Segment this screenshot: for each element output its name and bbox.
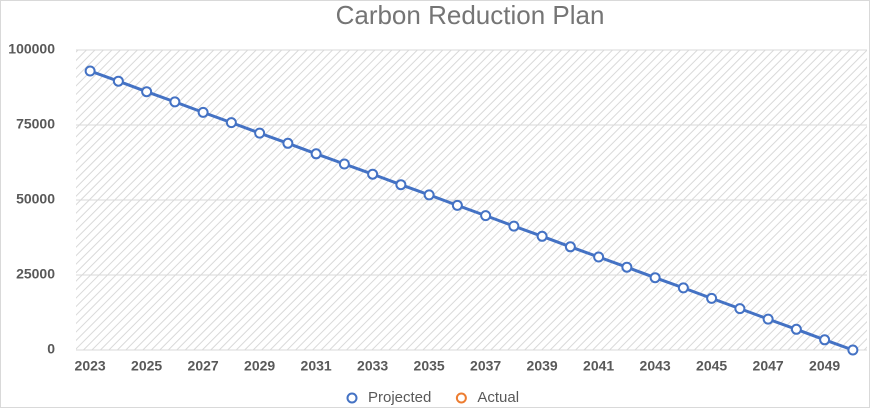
data-point	[762, 313, 774, 325]
data-point	[734, 303, 746, 315]
x-tick-label: 2041	[583, 358, 614, 374]
data-point	[451, 199, 463, 211]
x-tick-label: 2023	[75, 358, 106, 374]
data-point	[310, 148, 322, 160]
data-point	[621, 261, 633, 273]
data-point	[677, 282, 689, 294]
data-point	[847, 344, 859, 356]
data-point	[819, 334, 831, 346]
x-tick-label: 2025	[131, 358, 162, 374]
x-tick-label: 2027	[188, 358, 219, 374]
x-tick-label: 2029	[244, 358, 275, 374]
data-point	[84, 65, 96, 77]
x-tick-label: 2037	[470, 358, 501, 374]
data-point	[706, 292, 718, 304]
data-point	[197, 106, 209, 118]
x-tick-label: 2045	[696, 358, 727, 374]
data-point	[282, 137, 294, 149]
data-point	[423, 189, 435, 201]
x-tick-label: 2033	[357, 358, 388, 374]
legend-marker	[455, 392, 467, 404]
y-tick-label: 50000	[16, 191, 55, 207]
data-point	[649, 272, 661, 284]
x-tick-label: 2031	[301, 358, 332, 374]
y-tick-label: 25000	[16, 266, 55, 282]
y-tick-label: 0	[47, 341, 55, 357]
data-point	[367, 168, 379, 180]
y-tick-label: 100000	[8, 41, 55, 57]
data-point	[112, 75, 124, 87]
chart-title: Carbon Reduction Plan	[336, 0, 605, 30]
data-point	[480, 210, 492, 222]
data-point	[790, 323, 802, 335]
x-tick-label: 2049	[809, 358, 840, 374]
data-point	[508, 220, 520, 232]
legend-marker	[346, 392, 358, 404]
data-point	[564, 241, 576, 253]
legend-label: Projected	[368, 389, 431, 406]
x-tick-label: 2039	[527, 358, 558, 374]
data-point	[593, 251, 605, 263]
x-tick-label: 2047	[753, 358, 784, 374]
x-tick-label: 2035	[414, 358, 445, 374]
series-line	[89, 69, 854, 352]
data-point	[338, 158, 350, 170]
data-point	[225, 117, 237, 129]
y-tick-label: 75000	[16, 116, 55, 132]
data-point	[141, 86, 153, 98]
data-point	[169, 96, 181, 108]
legend-label: Actual	[477, 389, 519, 406]
data-point	[395, 179, 407, 191]
x-tick-label: 2043	[640, 358, 671, 374]
data-point	[536, 230, 548, 242]
data-point	[254, 127, 266, 139]
